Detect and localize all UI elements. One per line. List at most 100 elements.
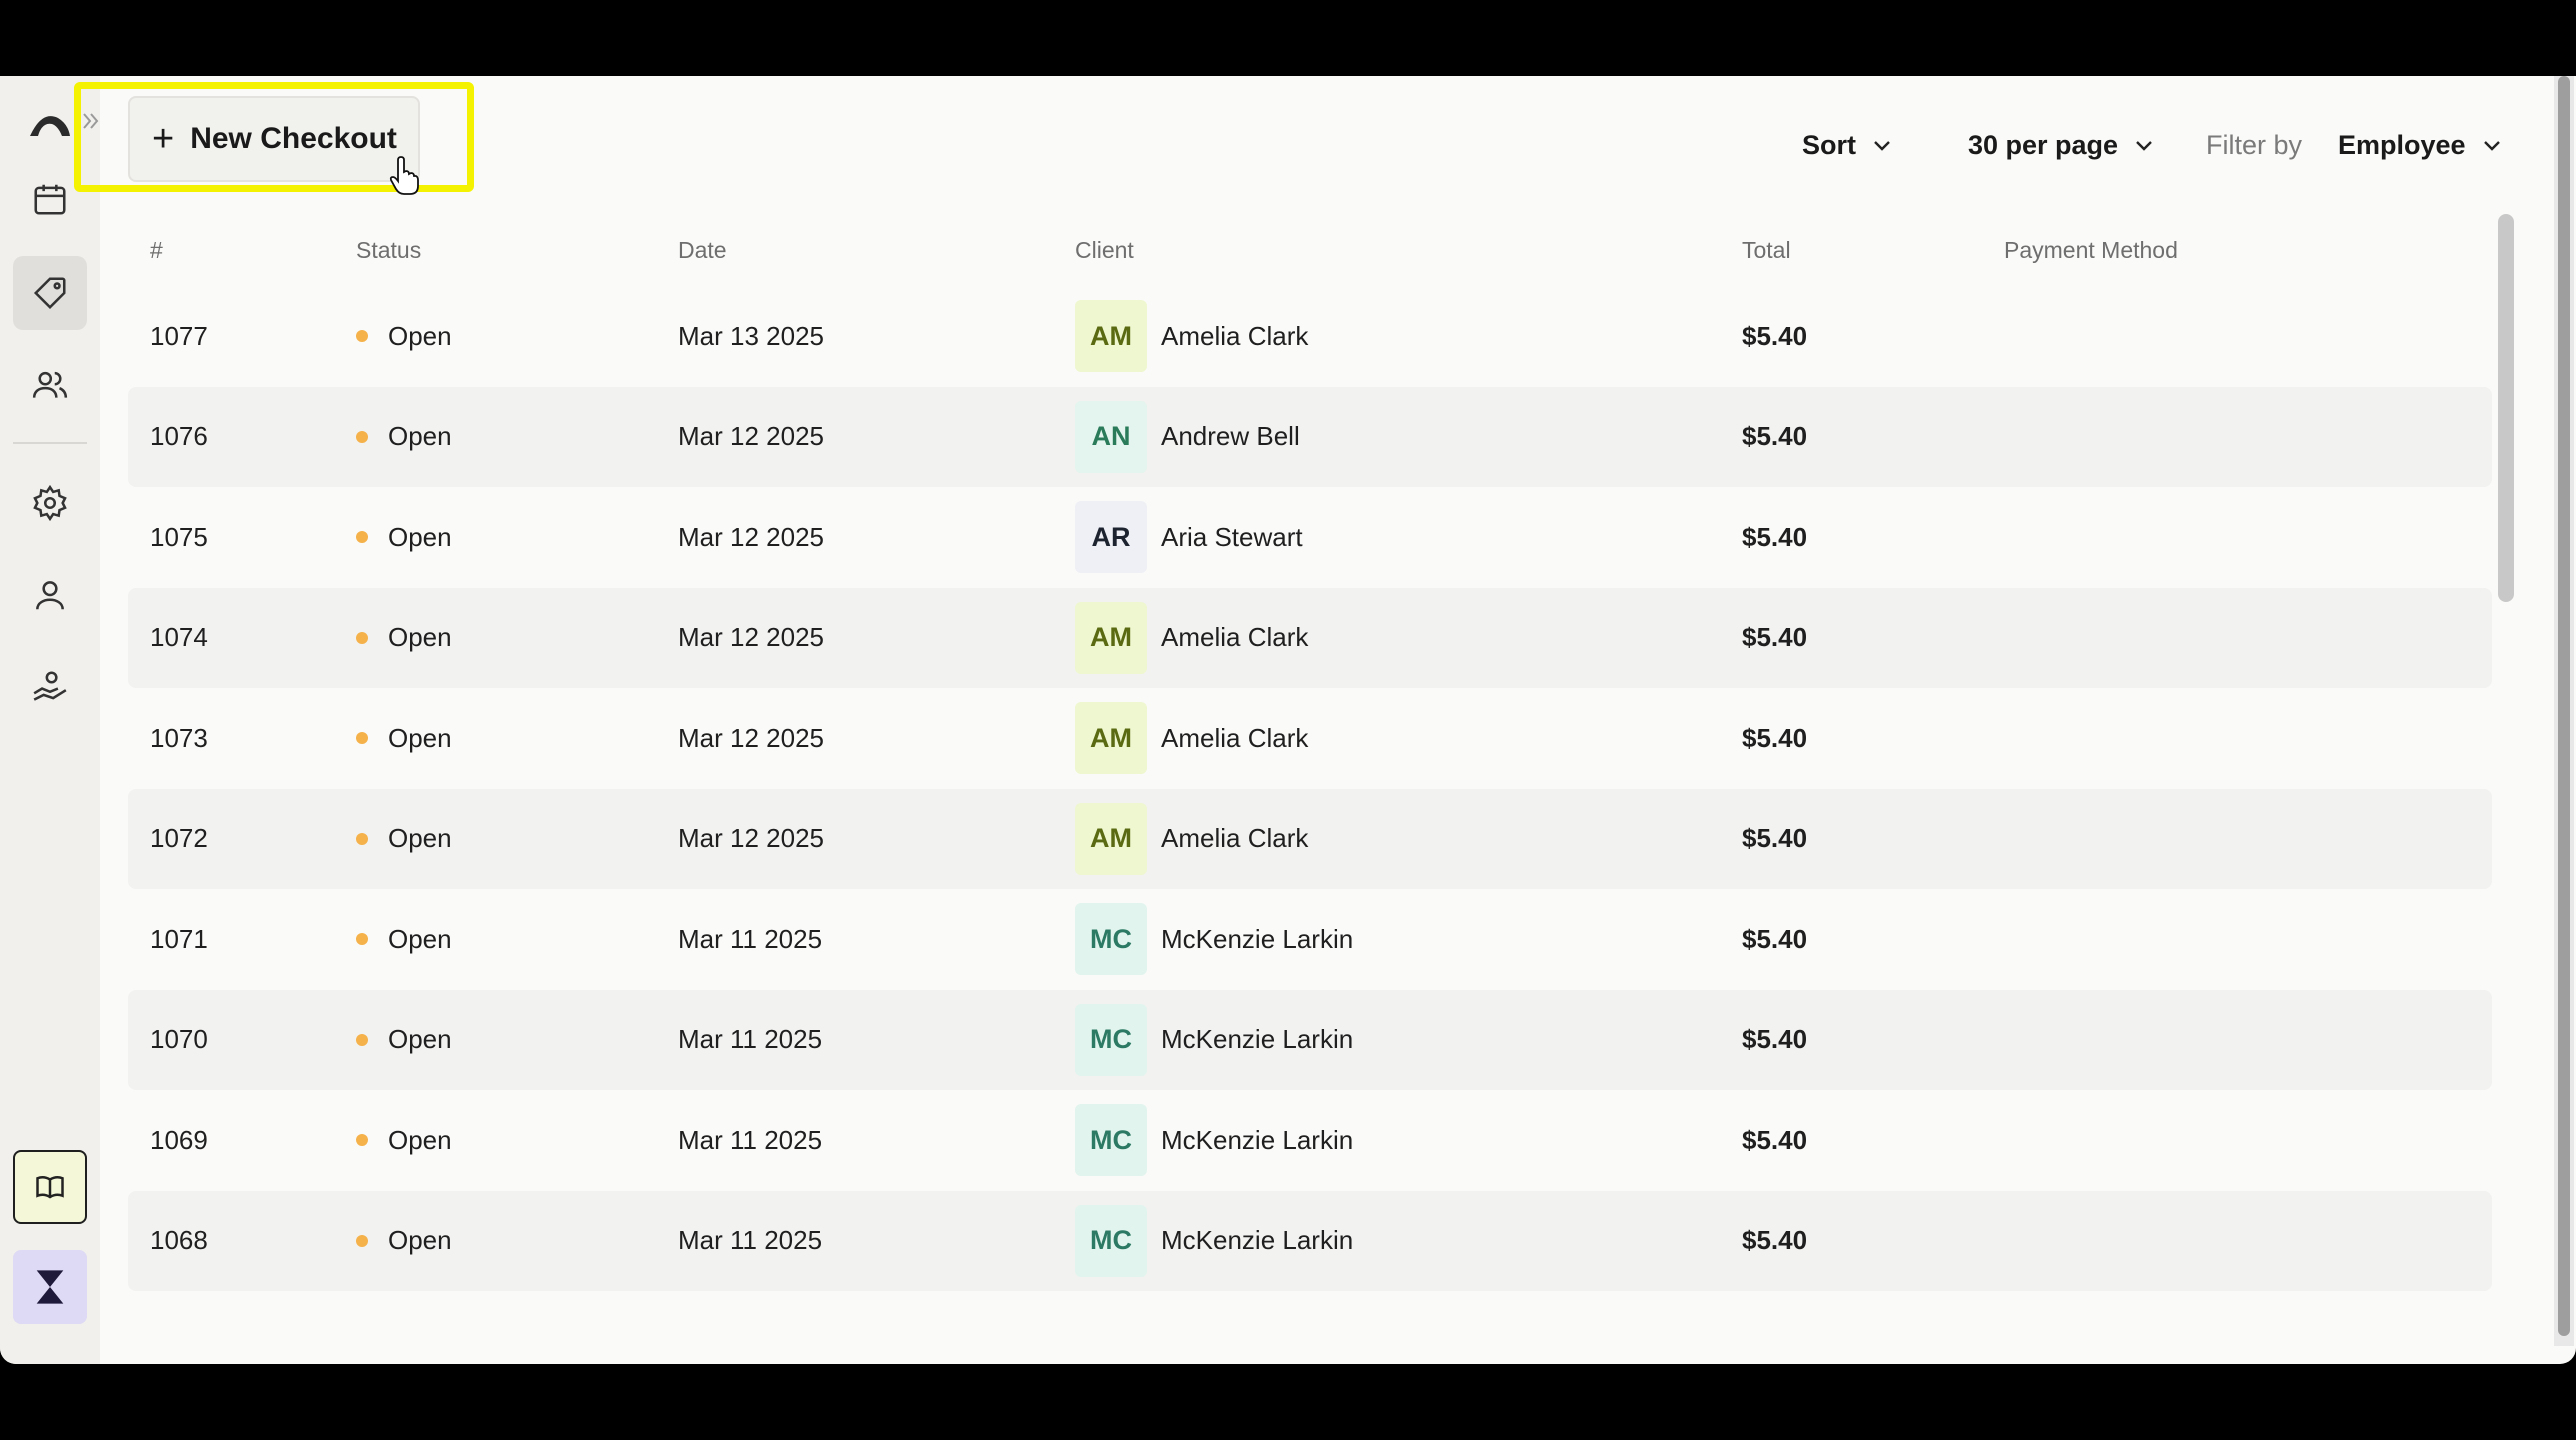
checkout-number: 1075 xyxy=(150,521,208,552)
sidebar-item-settings[interactable] xyxy=(13,466,87,540)
client-cell[interactable]: AM Amelia Clark xyxy=(1075,300,1308,372)
table-row[interactable]: 1076 Open Mar 12 2025 AN Andrew Bell $5.… xyxy=(128,386,2492,487)
filter-by-label: Filter by xyxy=(2206,129,2303,160)
status-cell: Open xyxy=(356,622,452,653)
client-name: Amelia Clark xyxy=(1161,823,1309,853)
logo-icon[interactable] xyxy=(28,108,72,138)
client-cell[interactable]: MC McKenzie Larkin xyxy=(1075,1204,1353,1277)
client-cell[interactable]: MC McKenzie Larkin xyxy=(1075,1003,1353,1076)
checkout-total: $5.40 xyxy=(1742,923,1808,954)
window-scrollbar-thumb[interactable] xyxy=(2558,76,2570,1336)
employee-filter-label: Employee xyxy=(2338,129,2466,160)
new-checkout-button[interactable]: + New Checkout xyxy=(128,96,420,182)
avatar: MC xyxy=(1075,1204,1147,1277)
table-row[interactable]: 1074 Open Mar 12 2025 AM Amelia Clark $5… xyxy=(128,587,2492,688)
sidebar-item-clients[interactable] xyxy=(13,348,87,422)
table-row[interactable]: 1068 Open Mar 11 2025 MC McKenzie Larkin… xyxy=(128,1190,2492,1291)
expand-sidebar-icon[interactable] xyxy=(82,110,100,132)
status-cell: Open xyxy=(356,924,452,955)
status-text: Open xyxy=(388,823,452,853)
status-text: Open xyxy=(388,622,452,652)
status-text: Open xyxy=(388,320,452,351)
checkout-date: Mar 11 2025 xyxy=(678,1124,823,1155)
guide-button[interactable] xyxy=(13,1150,87,1224)
checkout-total: $5.40 xyxy=(1742,320,1808,351)
status-text: Open xyxy=(388,722,452,753)
status-cell: Open xyxy=(356,321,452,352)
checkout-total: $5.40 xyxy=(1742,521,1808,552)
status-dot-icon xyxy=(356,330,368,342)
brand-button[interactable] xyxy=(13,1250,87,1324)
client-cell[interactable]: AM Amelia Clark xyxy=(1075,601,1309,674)
header-status[interactable]: Status xyxy=(356,236,422,263)
sidebar-item-checkouts[interactable] xyxy=(13,256,87,330)
status-text: Open xyxy=(388,421,452,451)
sort-label: Sort xyxy=(1802,129,1856,160)
status-dot-icon xyxy=(356,1134,368,1146)
avatar: AM xyxy=(1075,300,1147,372)
table-row[interactable]: 1072 Open Mar 12 2025 AM Amelia Clark $5… xyxy=(128,788,2492,889)
checkout-date: Mar 12 2025 xyxy=(678,622,824,652)
avatar: AM xyxy=(1075,601,1147,674)
checkout-total: $5.40 xyxy=(1742,421,1808,451)
window-scrollbar[interactable] xyxy=(2554,76,2574,1346)
checkout-number: 1069 xyxy=(150,1124,208,1155)
per-page-label: 30 per page xyxy=(1968,129,2119,160)
employee-filter-dropdown[interactable]: Employee xyxy=(2338,120,2504,170)
chevron-down-icon xyxy=(2483,141,2500,151)
checkout-date: Mar 11 2025 xyxy=(678,1024,823,1054)
status-cell: Open xyxy=(356,1125,452,1156)
client-cell[interactable]: MC McKenzie Larkin xyxy=(1075,1104,1353,1176)
table-row[interactable]: 1069 Open Mar 11 2025 MC McKenzie Larkin… xyxy=(128,1090,2492,1190)
plus-icon: + xyxy=(152,118,175,160)
per-page-dropdown[interactable]: 30 per page xyxy=(1968,120,2156,170)
status-text: Open xyxy=(388,923,452,954)
app-window: + New Checkout Sort 30 per page Filter b… xyxy=(0,76,2576,1364)
sort-dropdown[interactable]: Sort xyxy=(1802,120,1894,170)
status-dot-icon xyxy=(356,531,368,543)
header-client[interactable]: Client xyxy=(1075,236,1134,263)
header-date[interactable]: Date xyxy=(678,236,727,263)
user-icon xyxy=(36,581,64,610)
status-text: Open xyxy=(388,1225,452,1255)
checkout-date: Mar 13 2025 xyxy=(678,320,824,351)
client-name: McKenzie Larkin xyxy=(1161,923,1354,954)
checkout-date: Mar 12 2025 xyxy=(678,823,824,853)
status-cell: Open xyxy=(356,421,452,452)
client-name: Amelia Clark xyxy=(1161,622,1309,652)
client-cell[interactable]: MC McKenzie Larkin xyxy=(1075,903,1353,975)
checkouts-table: # Status Date Client Total Payment Metho… xyxy=(128,210,2492,1364)
checkout-number: 1068 xyxy=(150,1225,208,1255)
checkout-number: 1070 xyxy=(150,1024,208,1054)
status-dot-icon xyxy=(356,1033,368,1046)
status-dot-icon xyxy=(356,430,368,443)
book-icon xyxy=(36,1176,64,1199)
header-num[interactable]: # xyxy=(150,236,163,263)
header-payment-method[interactable]: Payment Method xyxy=(2004,236,2178,263)
table-row[interactable]: 1075 Open Mar 12 2025 AR Aria Stewart $5… xyxy=(128,487,2492,587)
table-row[interactable]: 1077 Open Mar 13 2025 AM Amelia Clark $5… xyxy=(128,286,2492,386)
sidebar-item-profile[interactable] xyxy=(13,558,87,632)
checkout-date: Mar 11 2025 xyxy=(678,923,823,954)
table-row[interactable]: 1071 Open Mar 11 2025 MC McKenzie Larkin… xyxy=(128,889,2492,989)
checkout-date: Mar 12 2025 xyxy=(678,421,824,451)
client-cell[interactable]: AM Amelia Clark xyxy=(1075,802,1309,875)
calendar-icon xyxy=(34,184,66,215)
client-cell[interactable]: AR Aria Stewart xyxy=(1075,501,1303,573)
checkout-date: Mar 12 2025 xyxy=(678,521,824,552)
hand-heart-icon xyxy=(33,671,67,701)
checkout-number: 1071 xyxy=(150,923,208,954)
checkout-date: Mar 12 2025 xyxy=(678,722,824,753)
table-scrollbar[interactable] xyxy=(2498,214,2514,602)
checkout-number: 1074 xyxy=(150,622,208,652)
avatar: MC xyxy=(1075,1104,1147,1176)
status-cell: Open xyxy=(356,823,452,854)
sidebar-item-calendar[interactable] xyxy=(13,162,87,236)
table-row[interactable]: 1070 Open Mar 11 2025 MC McKenzie Larkin… xyxy=(128,989,2492,1090)
client-cell[interactable]: AN Andrew Bell xyxy=(1075,400,1300,473)
sidebar-item-staff[interactable] xyxy=(13,650,87,724)
client-cell[interactable]: AM Amelia Clark xyxy=(1075,702,1308,774)
chevron-down-icon xyxy=(1874,141,1890,151)
header-total[interactable]: Total xyxy=(1742,236,1791,263)
table-row[interactable]: 1073 Open Mar 12 2025 AM Amelia Clark $5… xyxy=(128,688,2492,788)
